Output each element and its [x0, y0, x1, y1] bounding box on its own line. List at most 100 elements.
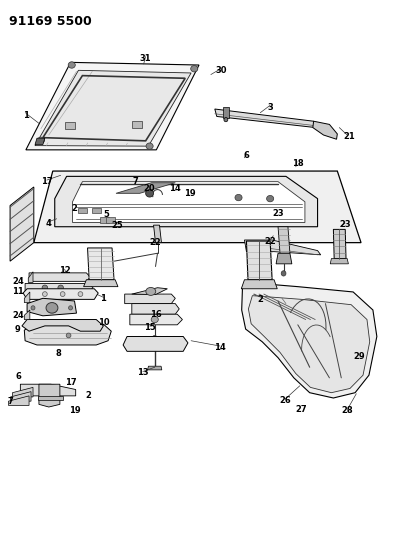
Polygon shape	[244, 240, 321, 255]
Text: 16: 16	[150, 310, 162, 319]
Ellipse shape	[281, 271, 286, 276]
Polygon shape	[72, 182, 305, 222]
Polygon shape	[84, 280, 118, 287]
Text: 7: 7	[7, 397, 13, 406]
Polygon shape	[100, 217, 109, 223]
Ellipse shape	[58, 285, 63, 290]
Polygon shape	[132, 288, 168, 295]
Polygon shape	[130, 314, 182, 325]
Ellipse shape	[60, 292, 65, 296]
Polygon shape	[132, 304, 179, 314]
Polygon shape	[26, 62, 199, 150]
Polygon shape	[28, 272, 33, 282]
Text: 12: 12	[59, 266, 70, 274]
Text: 22: 22	[150, 238, 162, 247]
Text: 28: 28	[341, 406, 353, 415]
Ellipse shape	[146, 190, 154, 197]
Ellipse shape	[46, 303, 58, 313]
Text: 18: 18	[292, 159, 304, 167]
Polygon shape	[278, 227, 290, 253]
Polygon shape	[64, 122, 74, 129]
Polygon shape	[125, 294, 175, 304]
Polygon shape	[24, 310, 30, 319]
Polygon shape	[241, 280, 277, 289]
Text: 2: 2	[86, 391, 91, 400]
Text: 14: 14	[214, 343, 226, 352]
Text: 27: 27	[295, 405, 307, 414]
Text: 20: 20	[144, 183, 155, 192]
Polygon shape	[29, 273, 90, 281]
Ellipse shape	[31, 306, 35, 310]
Polygon shape	[24, 325, 111, 345]
Ellipse shape	[78, 292, 83, 296]
Ellipse shape	[146, 287, 156, 295]
Text: 3: 3	[267, 103, 273, 112]
Polygon shape	[116, 183, 175, 193]
Text: 29: 29	[353, 352, 365, 361]
Text: 26: 26	[279, 395, 291, 405]
Polygon shape	[78, 208, 87, 214]
Text: 17: 17	[41, 177, 53, 186]
Ellipse shape	[152, 335, 157, 341]
Text: 23: 23	[339, 220, 351, 229]
Polygon shape	[148, 366, 162, 370]
Text: 24: 24	[12, 277, 24, 286]
Ellipse shape	[224, 117, 228, 122]
Text: 19: 19	[69, 406, 80, 415]
Ellipse shape	[43, 292, 47, 296]
Text: 13: 13	[137, 368, 149, 377]
Text: 15: 15	[144, 323, 156, 332]
Text: 2: 2	[72, 204, 78, 213]
Polygon shape	[35, 70, 191, 146]
Text: 19: 19	[184, 189, 195, 198]
Polygon shape	[23, 289, 98, 300]
Ellipse shape	[42, 285, 48, 290]
Polygon shape	[12, 387, 33, 397]
Polygon shape	[154, 225, 162, 243]
Text: 22: 22	[264, 237, 276, 246]
Text: 31: 31	[140, 54, 152, 63]
Polygon shape	[25, 284, 93, 292]
Ellipse shape	[151, 317, 158, 322]
Text: 17: 17	[65, 377, 76, 386]
Text: 10: 10	[98, 318, 109, 327]
Text: 30: 30	[215, 66, 226, 75]
Polygon shape	[24, 292, 30, 303]
Text: 1: 1	[23, 111, 29, 120]
Polygon shape	[55, 176, 318, 227]
Polygon shape	[22, 319, 103, 331]
Text: 2: 2	[258, 295, 263, 304]
Polygon shape	[39, 384, 60, 407]
Polygon shape	[34, 171, 361, 243]
Polygon shape	[106, 217, 115, 223]
Polygon shape	[276, 253, 292, 264]
Polygon shape	[123, 336, 188, 351]
Polygon shape	[88, 248, 114, 280]
Text: 7: 7	[133, 177, 139, 186]
Polygon shape	[313, 121, 338, 139]
Text: 6: 6	[244, 151, 250, 160]
Text: 5: 5	[103, 210, 109, 219]
Polygon shape	[38, 397, 62, 400]
Text: 23: 23	[272, 209, 284, 218]
Polygon shape	[10, 392, 31, 401]
Polygon shape	[132, 120, 142, 128]
Polygon shape	[10, 187, 34, 261]
Polygon shape	[92, 208, 101, 214]
Polygon shape	[334, 229, 346, 259]
Polygon shape	[35, 138, 45, 144]
Polygon shape	[8, 396, 29, 406]
Text: 1: 1	[100, 294, 106, 303]
Ellipse shape	[68, 306, 72, 310]
Ellipse shape	[66, 333, 71, 338]
Polygon shape	[248, 296, 370, 393]
Text: 91169 5500: 91169 5500	[8, 14, 91, 28]
Text: 24: 24	[12, 311, 24, 320]
Text: 4: 4	[45, 219, 51, 228]
Ellipse shape	[37, 137, 45, 143]
Polygon shape	[246, 241, 272, 280]
Text: 21: 21	[343, 132, 355, 141]
Polygon shape	[20, 384, 76, 396]
Polygon shape	[242, 282, 377, 398]
Ellipse shape	[191, 66, 198, 72]
